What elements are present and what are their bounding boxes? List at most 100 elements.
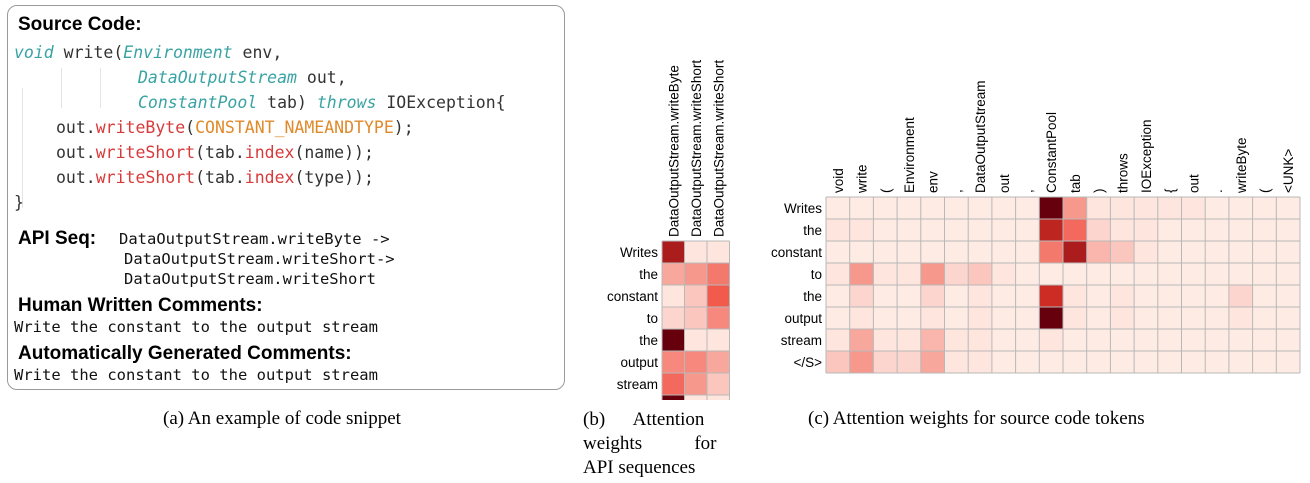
x-tick-label: DataOutputStream.writeShort: [711, 60, 726, 237]
code-snippet-panel: Source Code: void write(Environment env,…: [7, 5, 565, 390]
heatmap-cell: [1181, 197, 1206, 219]
code-line-1: void write(Environment env,: [14, 43, 283, 62]
x-tick-label: tab: [1068, 174, 1083, 193]
heatmap-cell: [826, 329, 850, 351]
heatmap-cell: [991, 307, 1016, 329]
heatmap-cell: [1110, 351, 1135, 373]
heatmap-cell: [991, 219, 1016, 241]
heatmap-cell: [1039, 329, 1063, 351]
heatmap-cell: [944, 219, 969, 241]
heatmap-cell: [1276, 241, 1300, 263]
heatmap-cell: [920, 197, 945, 219]
x-tick-label: out: [997, 174, 1012, 193]
y-tick-label: </S>: [793, 355, 822, 370]
caption-c: (c) Attention weights for source code to…: [808, 408, 1145, 429]
code-token: DataOutputStream: [138, 68, 297, 87]
heatmap-cell: [1063, 307, 1087, 329]
indent-guide: [61, 68, 62, 108]
heatmap-cell: [897, 351, 921, 373]
heatmap-cell: [662, 241, 685, 263]
heatmap-cell: [1086, 285, 1111, 307]
indent-guide: [100, 68, 101, 108]
heatmap-cell: [873, 241, 898, 263]
heatmap-cell: [826, 197, 850, 219]
heatmap-cell: [944, 285, 969, 307]
heatmap-cell: [684, 307, 707, 329]
heatmap-cell: [897, 329, 921, 351]
heatmap-cell: [1015, 263, 1040, 285]
x-tick-label: ,: [1020, 189, 1035, 193]
heatmap-cell: [991, 197, 1016, 219]
heatmap-cell: [1086, 329, 1111, 351]
heatmap-cell: [1110, 307, 1135, 329]
heatmap-cell: [1181, 263, 1206, 285]
heatmap-cell: [991, 241, 1016, 263]
heatmap-cell: [1015, 351, 1040, 373]
heatmap-cell: [1228, 263, 1253, 285]
heatmap-cell: [1181, 241, 1206, 263]
heatmap-cell: [944, 263, 969, 285]
heatmap-cell: [849, 241, 874, 263]
heatmap-cell: [991, 285, 1016, 307]
heatmap-cell: [662, 395, 685, 400]
heatmap-cell: [1252, 241, 1277, 263]
heatmap-cell: [1228, 197, 1253, 219]
heatmap-cell: [707, 285, 730, 307]
x-tick-label: out: [1186, 174, 1201, 193]
heatmap-cell: [849, 307, 874, 329]
heatmap-cell: [1039, 219, 1063, 241]
heatmap-cell: [1134, 285, 1158, 307]
heatmap-cell: [1134, 263, 1158, 285]
heatmap-cell: [707, 351, 730, 373]
heatmap-cell: [1134, 351, 1158, 373]
heatmap-cell: [1063, 219, 1087, 241]
heatmap-cell: [1063, 241, 1087, 263]
heatmap-cell: [826, 241, 850, 263]
heatmap-cell: [1181, 307, 1206, 329]
heatmap-cell: [707, 307, 730, 329]
heatmap-cell: [991, 329, 1016, 351]
x-tick-label: (: [878, 188, 893, 193]
heatmap-cell: [1205, 241, 1229, 263]
x-tick-label: DataOutputStream: [973, 80, 988, 193]
code-line-6: out.writeShort(tab.index(type));: [56, 168, 374, 187]
y-tick-label: constant: [607, 289, 658, 304]
heatmap-cell: [873, 329, 898, 351]
heatmap-cell: [1063, 351, 1087, 373]
heatmap-cell: [1157, 351, 1182, 373]
heatmap-cell: [873, 219, 898, 241]
heatmap-cell: [1228, 285, 1253, 307]
heatmap-cell: [1228, 351, 1253, 373]
heatmap-cell: [662, 307, 685, 329]
heatmap-cell: [1252, 307, 1277, 329]
heatmap-cell: [1181, 219, 1206, 241]
heatmap-cell: [826, 285, 850, 307]
heatmap-cell: [1252, 197, 1277, 219]
heatmap-cell: [873, 197, 898, 219]
code-token: void: [14, 43, 54, 62]
x-tick-label: DataOutputStream.writeByte: [666, 65, 681, 237]
heatmap-cell: [1086, 219, 1111, 241]
heatmap-cell: [1252, 329, 1277, 351]
human-comments-title: Human Written Comments:: [18, 295, 263, 316]
heatmap-cell: [662, 285, 685, 307]
heatmap-cell: [707, 373, 730, 395]
heatmap-cell: [1039, 285, 1063, 307]
heatmap-cell: [1039, 241, 1063, 263]
heatmap-cell: [1015, 329, 1040, 351]
caption-b-line: (b) Attention: [583, 409, 705, 430]
auto-comments-title: Automatically Generated Comments:: [18, 343, 352, 364]
heatmap-cell: [849, 197, 874, 219]
heatmap-cell: [826, 219, 850, 241]
heatmap-cell: [1205, 197, 1229, 219]
heatmap-cell: [1157, 263, 1182, 285]
heatmap-cell: [849, 329, 874, 351]
y-tick-label: constant: [771, 245, 822, 260]
y-tick-label: output: [620, 355, 658, 370]
heatmap-cell: [1157, 197, 1182, 219]
api-seq-line-2: DataOutputStream.writeShort->: [124, 250, 395, 268]
x-tick-label: DataOutputStream.writeShort: [689, 60, 704, 237]
heatmap-cell: [1110, 329, 1135, 351]
heatmap-cell: [897, 263, 921, 285]
heatmap-cell: [1276, 197, 1300, 219]
